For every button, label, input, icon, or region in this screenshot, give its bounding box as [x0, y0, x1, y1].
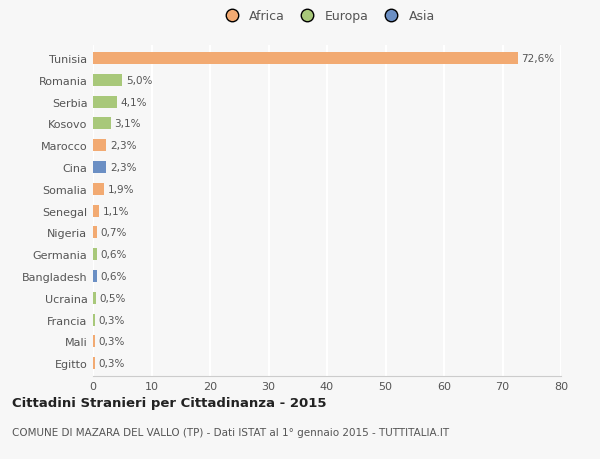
Text: Cittadini Stranieri per Cittadinanza - 2015: Cittadini Stranieri per Cittadinanza - 2…: [12, 396, 326, 409]
Bar: [93, 314, 95, 326]
Text: COMUNE DI MAZARA DEL VALLO (TP) - Dati ISTAT al 1° gennaio 2015 - TUTTITALIA.IT: COMUNE DI MAZARA DEL VALLO (TP) - Dati I…: [12, 427, 449, 437]
Bar: [93, 53, 518, 65]
Text: 2,3%: 2,3%: [110, 162, 136, 173]
Text: 0,3%: 0,3%: [98, 358, 125, 368]
Bar: [93, 336, 95, 347]
Text: 1,1%: 1,1%: [103, 206, 130, 216]
Bar: [93, 249, 97, 261]
Text: 1,9%: 1,9%: [107, 185, 134, 195]
Bar: [93, 140, 106, 152]
Bar: [93, 96, 117, 108]
Bar: [93, 227, 97, 239]
Text: 5,0%: 5,0%: [126, 76, 152, 86]
Bar: [93, 184, 104, 196]
Text: 4,1%: 4,1%: [121, 97, 147, 107]
Text: 0,3%: 0,3%: [98, 315, 125, 325]
Text: 0,3%: 0,3%: [98, 336, 125, 347]
Text: 0,6%: 0,6%: [100, 250, 127, 260]
Bar: [93, 205, 100, 217]
Bar: [93, 75, 122, 87]
Text: 3,1%: 3,1%: [115, 119, 141, 129]
Legend: Africa, Europa, Asia: Africa, Europa, Asia: [217, 7, 437, 26]
Text: 0,7%: 0,7%: [101, 228, 127, 238]
Bar: [93, 358, 95, 369]
Bar: [93, 118, 111, 130]
Bar: [93, 270, 97, 282]
Text: 0,6%: 0,6%: [100, 271, 127, 281]
Bar: [93, 162, 106, 174]
Text: 72,6%: 72,6%: [521, 54, 554, 64]
Bar: [93, 292, 96, 304]
Text: 0,5%: 0,5%: [100, 293, 126, 303]
Text: 2,3%: 2,3%: [110, 141, 136, 151]
